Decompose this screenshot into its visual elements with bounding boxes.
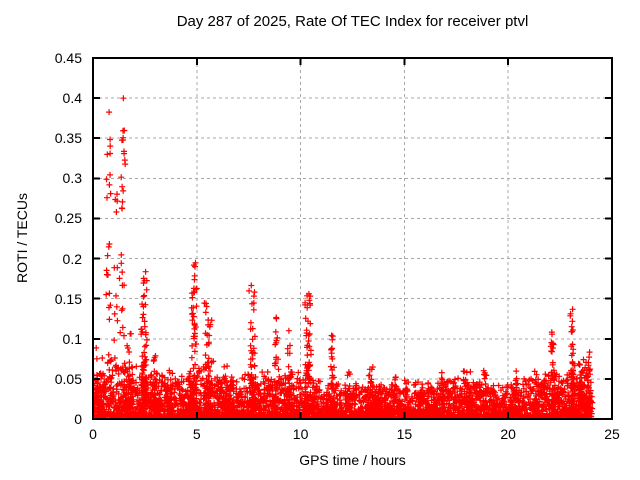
y-tick-label: 0.4: [62, 90, 82, 107]
y-tick-label: 0.25: [54, 210, 82, 227]
x-tick-label: 10: [292, 426, 309, 442]
x-tick-label: 15: [396, 426, 413, 442]
x-tick-label: 25: [604, 426, 620, 442]
x-tick-label: 0: [89, 426, 97, 442]
roti-data-points: [93, 95, 596, 419]
x-tick-label: 5: [192, 426, 201, 442]
y-tick-label: 0.35: [54, 130, 82, 147]
plot-border: [92, 57, 613, 420]
y-tick-label: 0.2: [62, 250, 82, 267]
y-tick-label: 0.05: [54, 370, 82, 387]
y-tick-label: 0.1: [62, 330, 82, 347]
chart-title: Day 287 of 2025, Rate Of TEC Index for r…: [176, 13, 529, 30]
y-tick-label: 0.3: [62, 170, 82, 187]
x-axis-label: GPS time / hours: [299, 452, 406, 468]
x-tick-label: 20: [500, 426, 516, 442]
y-tick-label: 0: [74, 411, 82, 427]
y-tick-label: 0.15: [54, 290, 82, 307]
y-tick-label: 0.45: [54, 50, 82, 66]
